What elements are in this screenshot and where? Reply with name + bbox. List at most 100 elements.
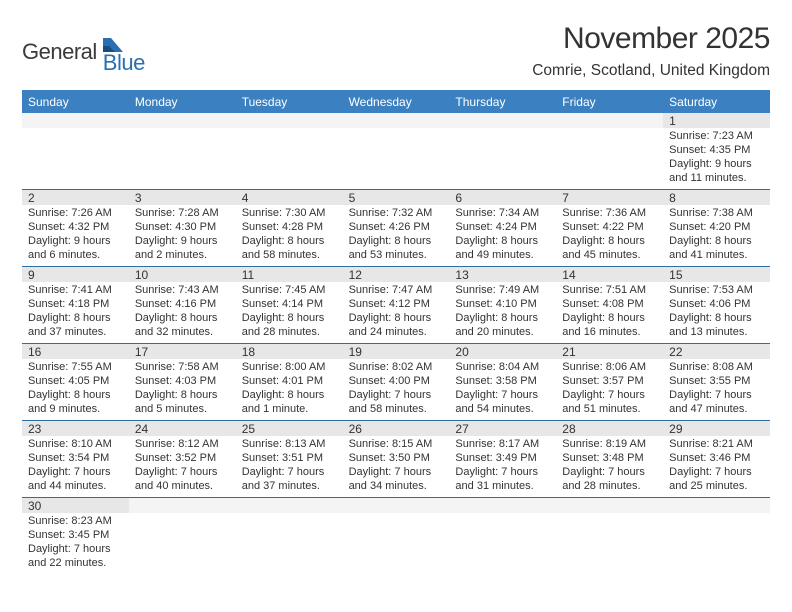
sunrise-text: Sunrise: 7:28 AM	[135, 206, 230, 220]
day-number: 11	[236, 267, 343, 282]
weekday-header: Monday	[129, 90, 236, 113]
sunset-text: Sunset: 4:03 PM	[135, 374, 230, 388]
calendar-cell: 5Sunrise: 7:32 AMSunset: 4:26 PMDaylight…	[343, 190, 450, 266]
weekday-header: Wednesday	[343, 90, 450, 113]
day-info: Sunrise: 8:17 AMSunset: 3:49 PMDaylight:…	[455, 437, 550, 493]
day-number: 13	[449, 267, 556, 282]
sunrise-text: Sunrise: 7:53 AM	[669, 283, 764, 297]
calendar-cell-blank: .	[22, 113, 129, 189]
calendar-cell-blank: .	[343, 498, 450, 574]
sunset-text: Sunset: 3:51 PM	[242, 451, 337, 465]
sunrise-text: Sunrise: 7:30 AM	[242, 206, 337, 220]
sunset-text: Sunset: 3:55 PM	[669, 374, 764, 388]
month-title: November 2025	[532, 22, 770, 56]
daylight-text: Daylight: 8 hours	[135, 311, 230, 325]
calendar-cell: 11Sunrise: 7:45 AMSunset: 4:14 PMDayligh…	[236, 267, 343, 343]
calendar-cell-blank: .	[449, 113, 556, 189]
sunset-text: Sunset: 4:14 PM	[242, 297, 337, 311]
calendar-cell-blank: .	[236, 498, 343, 574]
sunset-text: Sunset: 4:22 PM	[562, 220, 657, 234]
day-number: 9	[22, 267, 129, 282]
daylight-text: Daylight: 7 hours	[349, 465, 444, 479]
daylight-text: Daylight: 7 hours	[455, 465, 550, 479]
daylight-text: and 28 minutes.	[242, 325, 337, 339]
daylight-text: Daylight: 8 hours	[562, 311, 657, 325]
sunset-text: Sunset: 4:16 PM	[135, 297, 230, 311]
day-info: Sunrise: 7:47 AMSunset: 4:12 PMDaylight:…	[349, 283, 444, 339]
sunset-text: Sunset: 4:12 PM	[349, 297, 444, 311]
daylight-text: and 58 minutes.	[242, 248, 337, 262]
daylight-text: and 58 minutes.	[349, 402, 444, 416]
day-number: 30	[22, 498, 129, 513]
daylight-text: Daylight: 8 hours	[455, 234, 550, 248]
sunrise-text: Sunrise: 8:19 AM	[562, 437, 657, 451]
calendar-cell: 25Sunrise: 8:13 AMSunset: 3:51 PMDayligh…	[236, 421, 343, 497]
weeks-container: ......1Sunrise: 7:23 AMSunset: 4:35 PMDa…	[22, 113, 770, 574]
day-number: 21	[556, 344, 663, 359]
week-row: 30Sunrise: 8:23 AMSunset: 3:45 PMDayligh…	[22, 498, 770, 574]
sunrise-text: Sunrise: 7:36 AM	[562, 206, 657, 220]
day-info: Sunrise: 7:30 AMSunset: 4:28 PMDaylight:…	[242, 206, 337, 262]
day-number: .	[236, 113, 343, 128]
day-info: Sunrise: 7:58 AMSunset: 4:03 PMDaylight:…	[135, 360, 230, 416]
daylight-text: and 5 minutes.	[135, 402, 230, 416]
day-info: Sunrise: 7:28 AMSunset: 4:30 PMDaylight:…	[135, 206, 230, 262]
daylight-text: and 53 minutes.	[349, 248, 444, 262]
sunset-text: Sunset: 4:01 PM	[242, 374, 337, 388]
day-info: Sunrise: 8:00 AMSunset: 4:01 PMDaylight:…	[242, 360, 337, 416]
sunset-text: Sunset: 3:54 PM	[28, 451, 123, 465]
daylight-text: and 54 minutes.	[455, 402, 550, 416]
calendar-cell: 24Sunrise: 8:12 AMSunset: 3:52 PMDayligh…	[129, 421, 236, 497]
day-info: Sunrise: 8:13 AMSunset: 3:51 PMDaylight:…	[242, 437, 337, 493]
day-info: Sunrise: 7:51 AMSunset: 4:08 PMDaylight:…	[562, 283, 657, 339]
calendar-cell: 7Sunrise: 7:36 AMSunset: 4:22 PMDaylight…	[556, 190, 663, 266]
calendar-cell: 23Sunrise: 8:10 AMSunset: 3:54 PMDayligh…	[22, 421, 129, 497]
daylight-text: Daylight: 9 hours	[28, 234, 123, 248]
day-number: 2	[22, 190, 129, 205]
day-info: Sunrise: 8:12 AMSunset: 3:52 PMDaylight:…	[135, 437, 230, 493]
sunrise-text: Sunrise: 7:26 AM	[28, 206, 123, 220]
daylight-text: Daylight: 8 hours	[349, 234, 444, 248]
day-number: 20	[449, 344, 556, 359]
calendar-cell-blank: .	[343, 113, 450, 189]
daylight-text: Daylight: 7 hours	[28, 542, 123, 556]
sunrise-text: Sunrise: 7:41 AM	[28, 283, 123, 297]
calendar-cell: 1Sunrise: 7:23 AMSunset: 4:35 PMDaylight…	[663, 113, 770, 189]
calendar-cell-blank: .	[663, 498, 770, 574]
sunset-text: Sunset: 4:30 PM	[135, 220, 230, 234]
daylight-text: Daylight: 7 hours	[242, 465, 337, 479]
day-info: Sunrise: 8:15 AMSunset: 3:50 PMDaylight:…	[349, 437, 444, 493]
daylight-text: Daylight: 8 hours	[28, 311, 123, 325]
daylight-text: and 28 minutes.	[562, 479, 657, 493]
daylight-text: Daylight: 8 hours	[669, 311, 764, 325]
week-row: 2Sunrise: 7:26 AMSunset: 4:32 PMDaylight…	[22, 190, 770, 267]
day-info: Sunrise: 7:38 AMSunset: 4:20 PMDaylight:…	[669, 206, 764, 262]
sunrise-text: Sunrise: 8:23 AM	[28, 514, 123, 528]
daylight-text: and 45 minutes.	[562, 248, 657, 262]
calendar-cell: 4Sunrise: 7:30 AMSunset: 4:28 PMDaylight…	[236, 190, 343, 266]
daylight-text: and 34 minutes.	[349, 479, 444, 493]
weekday-header: Sunday	[22, 90, 129, 113]
daylight-text: and 1 minute.	[242, 402, 337, 416]
day-number: 7	[556, 190, 663, 205]
day-info: Sunrise: 8:04 AMSunset: 3:58 PMDaylight:…	[455, 360, 550, 416]
daylight-text: Daylight: 9 hours	[669, 157, 764, 171]
sunset-text: Sunset: 4:05 PM	[28, 374, 123, 388]
calendar-cell: 20Sunrise: 8:04 AMSunset: 3:58 PMDayligh…	[449, 344, 556, 420]
sunset-text: Sunset: 4:10 PM	[455, 297, 550, 311]
sunrise-text: Sunrise: 7:51 AM	[562, 283, 657, 297]
daylight-text: Daylight: 8 hours	[242, 388, 337, 402]
sunset-text: Sunset: 4:32 PM	[28, 220, 123, 234]
day-info: Sunrise: 7:43 AMSunset: 4:16 PMDaylight:…	[135, 283, 230, 339]
daylight-text: Daylight: 8 hours	[28, 388, 123, 402]
calendar-cell: 18Sunrise: 8:00 AMSunset: 4:01 PMDayligh…	[236, 344, 343, 420]
day-info: Sunrise: 8:02 AMSunset: 4:00 PMDaylight:…	[349, 360, 444, 416]
calendar-cell: 21Sunrise: 8:06 AMSunset: 3:57 PMDayligh…	[556, 344, 663, 420]
daylight-text: Daylight: 8 hours	[455, 311, 550, 325]
day-number: .	[556, 113, 663, 128]
weekday-header: Thursday	[449, 90, 556, 113]
day-number: 10	[129, 267, 236, 282]
header: General Blue November 2025 Comrie, Scotl…	[22, 22, 770, 80]
daylight-text: Daylight: 7 hours	[669, 465, 764, 479]
sunrise-text: Sunrise: 7:47 AM	[349, 283, 444, 297]
